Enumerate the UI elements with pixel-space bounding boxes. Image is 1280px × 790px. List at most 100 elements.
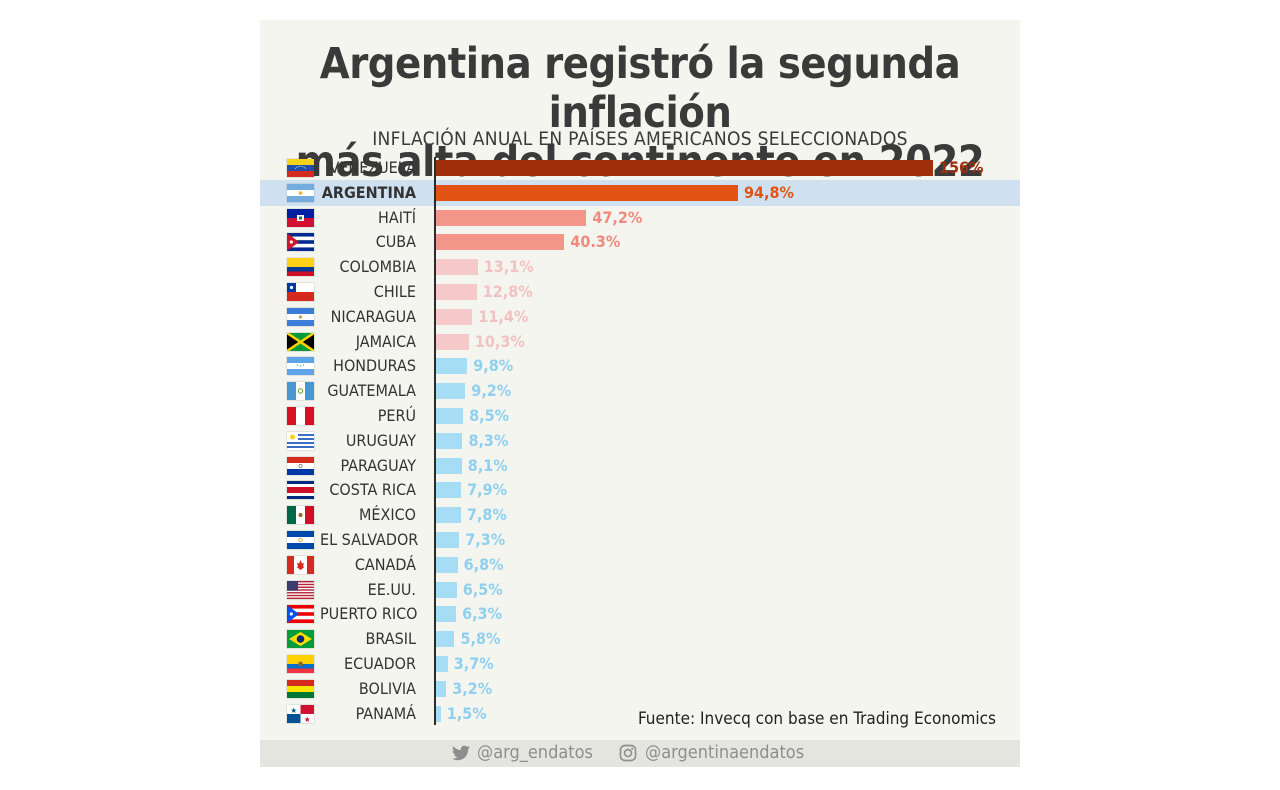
bar-brasil [436,631,455,648]
bar-ecuador [436,656,448,672]
bar-haiti [436,209,587,226]
source-note: Fuente: Invecq con base en Trading Econo… [637,709,996,729]
value-label: 10,3% [474,331,525,351]
category-label: JAMAICA [355,331,416,351]
value-label: 6,5% [462,579,503,599]
bar-peru [436,408,464,424]
value-label: 13,1% [483,257,534,277]
value-label: 7,8% [466,505,507,525]
bar-row-chile: CHILE 12,8% [260,280,1020,305]
category-label: HONDURAS [333,356,416,376]
twitter-handle: @arg_endatos [477,742,593,763]
category-label: MÉXICO [359,505,416,525]
bar-puerto-rico [436,606,457,623]
bar-row-peru: PERÚ 8,5% [260,404,1020,429]
y-axis-line [434,157,436,725]
honduras-flag-icon [287,357,314,376]
bar-row-cuba: CUBA 40.3% [260,230,1020,255]
footer-bar: @arg_endatos @argentinaendatos [260,740,1020,767]
value-label: 7,9% [467,480,508,500]
value-label: 8,1% [467,455,508,475]
value-label: 156% [939,158,984,177]
canada-flag-icon [287,555,314,574]
category-label: COLOMBIA [339,257,416,277]
bar-row-puerto-rico: PUERTO RICO 6,3% [260,602,1020,627]
category-label: ECUADOR [344,654,416,673]
value-label: 7,3% [465,530,506,549]
puerto-rico-flag-icon [287,605,314,624]
brazil-flag-icon [287,630,314,649]
value-label: 3,2% [452,678,493,698]
paraguay-flag-icon [287,456,314,475]
value-label: 12,8% [482,282,533,301]
category-label: CANADÁ [354,554,416,574]
uruguay-flag-icon [287,431,314,450]
el-salvador-flag-icon [287,531,314,549]
value-label: 94,8% [744,182,794,202]
category-label: PARAGUAY [340,455,417,475]
value-label: 11,4% [478,306,529,326]
bar-row-ecuador: ECUADOR 3,7% [260,652,1020,677]
bar-row-uruguay: URUGUAY 8,3% [260,429,1020,454]
category-label: EL SALVADOR [320,530,419,549]
bar-row-venezuela: VENEZUELA 156% [260,156,1020,181]
bar-bolivia [436,680,447,697]
value-label: 6,8% [463,554,504,574]
infographic-card: Argentina registró la segunda inflación … [260,20,1020,767]
bar-panama [436,705,441,722]
bar-row-el-salvador: EL SALVADOR 7,3% [260,528,1020,553]
bar-row-costa-rica: COSTA RICA 7,9% [260,478,1020,503]
bar-uruguay [436,432,463,449]
category-label: URUGUAY [345,430,416,450]
bar-row-guatemala: GUATEMALA 9,2% [260,379,1020,404]
category-label: BRASIL [365,629,416,649]
value-label: 5,8% [460,629,501,649]
usa-flag-icon [287,580,314,599]
value-label: 1,5% [446,703,487,723]
bar-guatemala [436,383,466,400]
bar-jamaica [436,333,469,350]
chart-subtitle: INFLACIÓN ANUAL EN PAÍSES AMERICANOS SEL… [372,128,908,150]
bar-mexico [436,507,461,524]
bar-argentina [436,184,739,201]
bar-row-haiti: HAITÍ 47,2% [260,206,1020,231]
bar-row-argentina: ARGENTINA 94,8% [260,181,1020,206]
bar-row-ee-uu: EE.UU. 6,5% [260,578,1020,603]
value-label: 47,2% [592,207,643,227]
bar-venezuela [436,160,933,176]
twitter-icon [452,745,470,761]
bar-row-bolivia: BOLIVIA 3,2% [260,677,1020,702]
bar-row-brasil: BRASIL 5,8% [260,627,1020,652]
bar-row-mexico: MÉXICO 7,8% [260,503,1020,528]
bar-row-honduras: HONDURAS 9,8% [260,354,1020,379]
bar-canada [436,556,458,573]
category-label: HAITÍ [378,207,416,227]
category-label: PUERTO RICO [320,604,418,624]
bar-nicaragua [436,308,473,325]
venezuela-flag-icon [287,159,314,177]
chile-flag-icon [287,283,314,301]
category-label: NICARAGUA [330,306,416,326]
cuba-flag-icon [287,233,314,252]
bar-chile [436,284,477,300]
category-label: BOLIVIA [358,678,416,698]
category-label: CUBA [375,232,416,252]
mexico-flag-icon [287,506,314,525]
category-label: EE.UU. [367,579,416,599]
category-label: VENEZUELA [329,158,416,177]
costa-rica-flag-icon [287,481,314,500]
bar-colombia [436,259,478,276]
value-label: 6,3% [462,604,502,624]
category-label: PERÚ [377,406,416,425]
bar-ee-uu [436,581,457,598]
bar-row-panama: PANAMÁ 1,5% [260,702,1020,727]
peru-flag-icon [287,407,314,425]
value-label: 9,2% [471,381,512,401]
colombia-flag-icon [287,258,314,277]
bar-rows: VENEZUELA 156% ARGENTINA 94,8% HAITÍ 47,2% CUB… [260,20,1020,740]
argentina-flag-icon [287,183,314,202]
bar-honduras [436,358,468,375]
haiti-flag-icon [287,208,314,227]
bar-el-salvador [436,532,460,548]
bar-row-jamaica: JAMAICA 10,3% [260,330,1020,355]
